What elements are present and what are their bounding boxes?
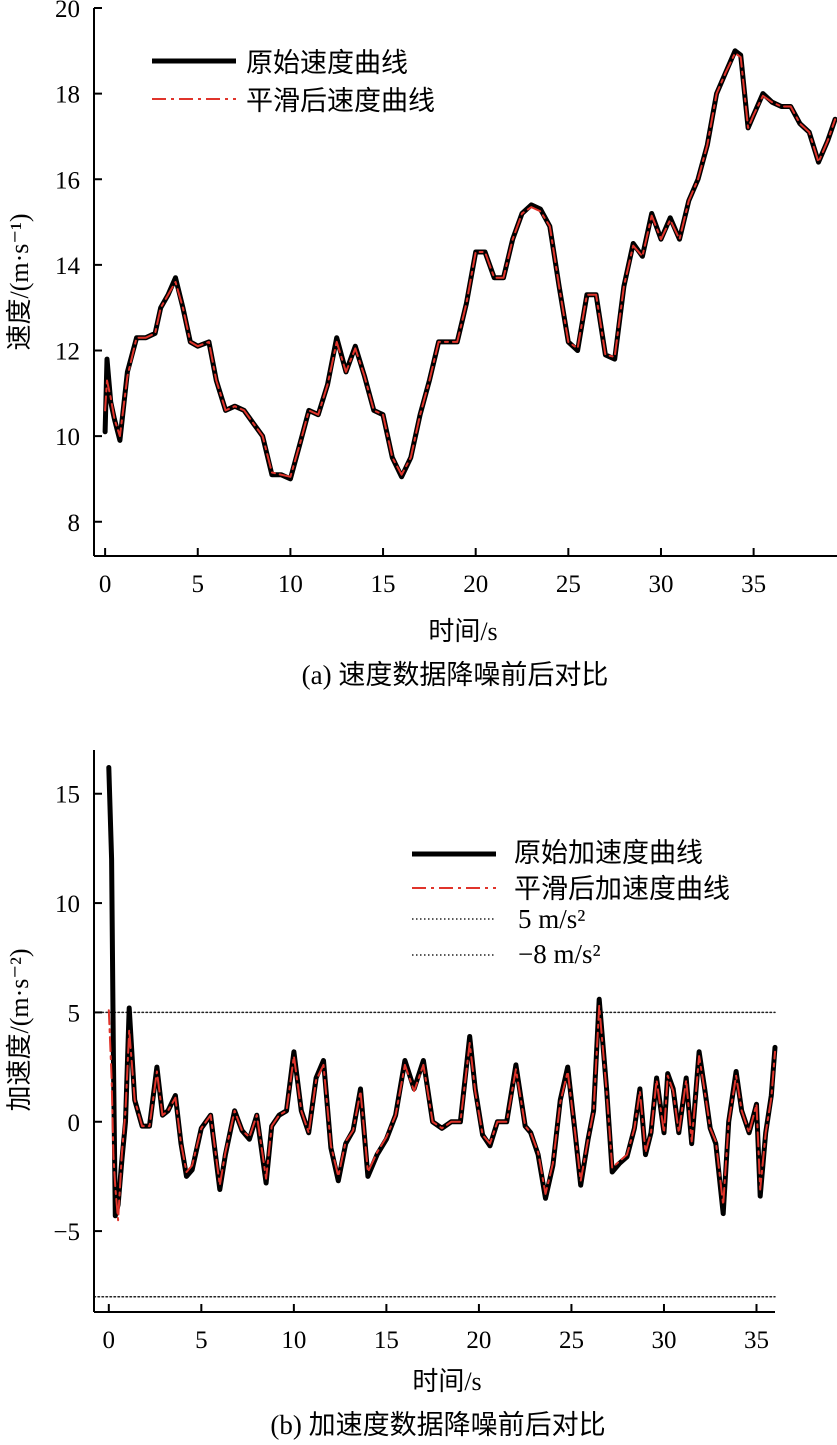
acceleration-series-line-0 [106,765,778,1219]
acceleration-x-tick-label: 10 [281,1327,306,1354]
acceleration-y-tick-label: −5 [53,1219,80,1246]
velocity-y-tick-label: 20 [55,0,80,23]
velocity-y-axis-label: 速度/(m·s⁻¹) [5,213,34,350]
velocity-x-tick-label: 15 [371,571,396,598]
acceleration-legend-label-threshold-5: 5 m/s² [518,904,585,934]
velocity-y-tick-label: 12 [55,339,80,366]
acceleration-x-tick-label: 15 [374,1327,399,1354]
velocity-series-line-0 [102,48,837,482]
acceleration-legend-label-threshold-neg8: −8 m/s² [518,939,601,969]
velocity-caption: (a) 速度数据降噪前后对比 [302,660,609,690]
velocity-plot-area [102,48,837,482]
velocity-y-tick-label: 10 [55,424,80,451]
acceleration-y-axis-label: 加速度/(m·s⁻²) [5,948,34,1111]
velocity-legend-label-raw: 原始速度曲线 [246,48,408,78]
velocity-y-tick-label: 8 [68,510,81,537]
velocity-y-tick-label: 16 [55,167,80,194]
acceleration-y-tick-label: 10 [55,891,80,918]
acceleration-plot-area [93,765,778,1298]
acceleration-x-tick-label: 30 [651,1327,676,1354]
velocity-series-line-1 [104,52,837,478]
acceleration-x-tick-label: 35 [744,1327,769,1354]
velocity-y-tick-label: 18 [55,82,80,109]
acceleration-ticks: 0 5 10 15 20 25 30 35 −5 0 5 10 15 [53,782,769,1354]
acceleration-x-tick-label: 20 [466,1327,491,1354]
velocity-ticks: 0 5 10 15 20 25 30 35 8 10 12 14 16 18 20 [55,0,766,598]
acceleration-legend-label-smoothed: 平滑后加速度曲线 [514,874,730,904]
velocity-y-tick-label: 14 [55,253,81,280]
acceleration-y-tick-label: 5 [68,1000,81,1027]
velocity-x-tick-label: 10 [278,571,303,598]
velocity-x-tick-label: 35 [741,571,766,598]
velocity-x-tick-label: 0 [99,571,112,598]
velocity-x-tick-label: 20 [463,571,488,598]
acceleration-legend-label-raw: 原始加速度曲线 [514,838,703,868]
acceleration-x-axis-label: 时间/s [412,1367,481,1396]
acceleration-x-tick-label: 5 [195,1327,208,1354]
velocity-x-tick-label: 5 [192,571,205,598]
velocity-chart: 0 5 10 15 20 25 30 35 8 10 12 14 16 18 20 时间/s 速度/(m·s… [5,0,837,690]
acceleration-caption: (b) 加速度数据降噪前后对比 [270,1410,605,1440]
acceleration-x-tick-label: 0 [103,1327,116,1354]
velocity-x-tick-label: 30 [648,571,673,598]
velocity-x-axis-label: 时间/s [428,617,497,646]
acceleration-x-tick-label: 25 [559,1327,584,1354]
velocity-legend: 原始速度曲线 平滑后速度曲线 [152,48,435,116]
velocity-legend-label-smoothed: 平滑后速度曲线 [246,86,435,116]
acceleration-legend: 原始加速度曲线 平滑后加速度曲线 5 m/s² −8 m/s² [412,838,730,969]
acceleration-y-tick-label: 0 [68,1110,81,1137]
acceleration-series-line-1 [107,1004,776,1222]
velocity-x-tick-label: 25 [556,571,581,598]
acceleration-y-tick-label: 15 [55,782,80,809]
